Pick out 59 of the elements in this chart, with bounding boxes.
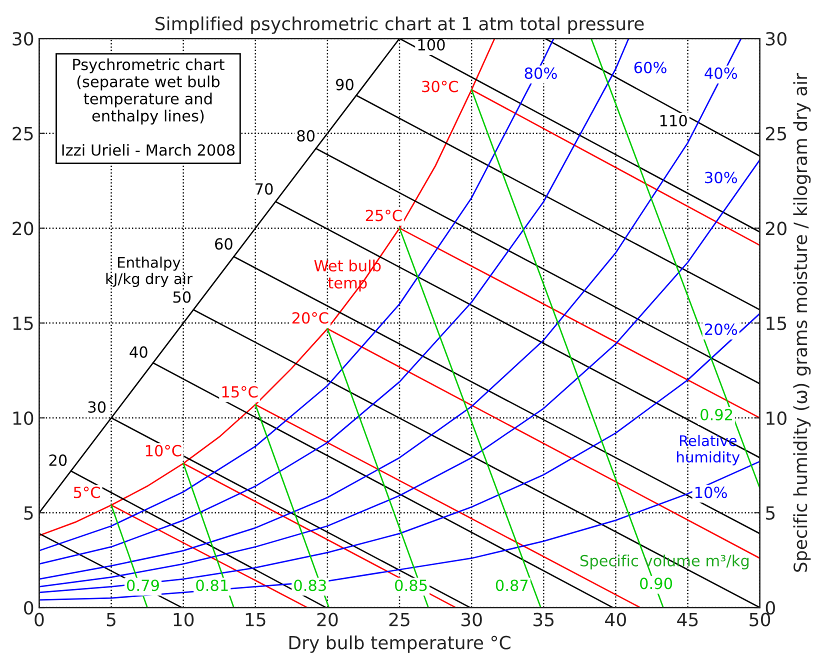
y-tick-label: 0 — [24, 601, 34, 615]
y2-tick-label: 10 — [766, 411, 786, 425]
y-tick-label: 30 — [12, 32, 34, 46]
y2-tick-label: 0 — [766, 601, 775, 615]
series-label: 30 — [88, 401, 106, 413]
series-label: 40% — [704, 67, 738, 79]
series-label: 110 — [660, 114, 687, 126]
y2-tick-label: 30 — [766, 32, 786, 46]
series-label: 80% — [524, 67, 557, 79]
series-label: 30% — [705, 172, 738, 184]
chart-title: Simplified psychrometric chart at 1 atm total pressure — [156, 16, 644, 34]
series-label: 0.85 — [395, 580, 427, 592]
y2-tick-label: 5 — [766, 506, 775, 520]
series-label: 10% — [696, 486, 727, 498]
y-tick-label: 25 — [12, 126, 33, 140]
series-label: 5°C — [74, 486, 100, 498]
series-label: 40 — [130, 346, 148, 358]
series-label: 60% — [634, 62, 666, 74]
x-tick-label: 5 — [106, 612, 116, 626]
annotation: Enthalpy kJ/kg dry air — [106, 256, 192, 288]
text: Psychrometric chart (separate wet bulb temperature and enthalpy lines) Izzi Urieli - March 2008 — [62, 58, 235, 156]
y-tick-label: 10 — [13, 411, 34, 425]
series-label: 60 — [215, 238, 232, 250]
series-label: 0.90 — [640, 578, 672, 590]
series-label: 50 — [173, 291, 191, 303]
series-label: 0.92 — [700, 408, 732, 420]
series-label: 0.83 — [294, 580, 326, 592]
y2-tick-label: 25 — [766, 126, 786, 140]
series-label: 70 — [256, 183, 273, 195]
x-tick-label: 50 — [750, 612, 770, 626]
series-label: 30°C — [422, 80, 458, 92]
x-axis-title: Dry bulb temperature °C — [289, 635, 510, 653]
y2-tick-label: 20 — [766, 222, 786, 236]
series-label: 20 — [49, 454, 67, 466]
y-tick-label: 5 — [24, 506, 33, 520]
series-label: 20% — [705, 324, 738, 336]
series-label: 20°C — [292, 312, 328, 324]
x-tick-label: 35 — [534, 612, 554, 626]
y-tick-label: 15 — [13, 316, 33, 330]
x-tick-label: 10 — [174, 612, 194, 626]
x-tick-label: 0 — [34, 612, 44, 626]
series-label: 80 — [297, 130, 315, 142]
series-label: 0.81 — [196, 580, 228, 592]
series-label: 25°C — [366, 210, 402, 222]
x-tick-label: 25 — [389, 612, 410, 626]
y2-axis-title: Specific humidity (ω) grams moisture / kilogram dry air — [793, 73, 811, 572]
x-tick-label: 45 — [677, 612, 698, 626]
series-label: 90 — [336, 78, 354, 90]
series-label: 10°C — [146, 444, 182, 456]
x-tick-label: 40 — [605, 612, 626, 626]
y-tick-label: 20 — [12, 222, 34, 236]
series-label: 0.79 — [126, 580, 159, 592]
series-label: 100 — [418, 38, 445, 51]
series-label: 15°C — [222, 386, 258, 398]
y2-tick-label: 15 — [766, 316, 786, 330]
x-tick-label: 30 — [461, 612, 482, 626]
x-tick-label: 20 — [317, 612, 338, 626]
series-label: 0.87 — [496, 580, 528, 592]
x-tick-label: 15 — [246, 612, 266, 626]
